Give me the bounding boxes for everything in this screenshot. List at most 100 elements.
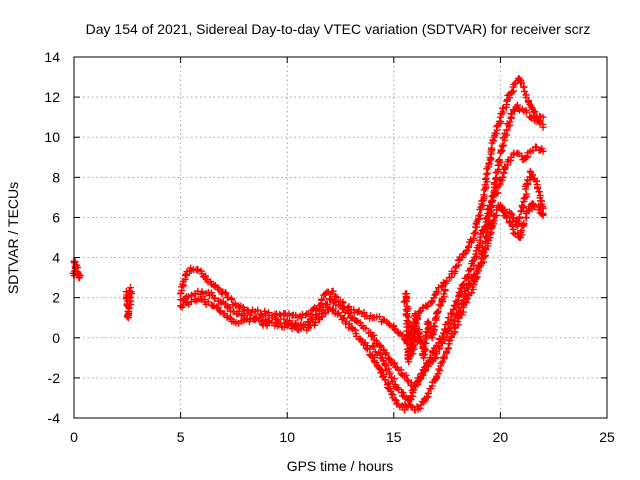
data-point-trail	[522, 190, 530, 198]
data-point-trail	[437, 283, 445, 291]
data-point-trail	[402, 372, 410, 380]
data-point	[454, 318, 462, 326]
data-point	[415, 308, 423, 316]
data-point-trail	[433, 308, 441, 316]
data-point-trail	[354, 308, 362, 316]
series-spikes-16h	[400, 286, 449, 366]
x-axis-title: GPS time / hours	[287, 458, 394, 474]
data-point-trail	[522, 108, 530, 116]
data-point-trail	[482, 246, 490, 254]
data-point-trail	[488, 197, 496, 205]
x-tick-label: 0	[70, 429, 78, 445]
data-point-trail	[460, 280, 468, 288]
x-tick-label: 25	[599, 429, 615, 445]
series-segment-2.5h	[122, 284, 136, 322]
data-point-trail	[440, 353, 448, 361]
data-point-trail	[525, 97, 533, 105]
data-point-trail	[308, 314, 316, 322]
data-point-trail	[489, 218, 497, 226]
data-point-trail	[447, 316, 455, 324]
x-tick-label: 15	[386, 429, 402, 445]
data-point-trail	[468, 289, 476, 297]
data-point-trail	[379, 357, 387, 365]
data-point	[484, 169, 492, 177]
data-point-trail	[535, 206, 543, 214]
data-point-trail	[329, 305, 337, 313]
data-point-trail	[462, 295, 470, 303]
data-point-trail	[454, 256, 462, 264]
data-point-trail	[422, 363, 430, 371]
data-point-trail	[391, 396, 399, 404]
data-point-trail	[228, 296, 236, 304]
chart-title: Day 154 of 2021, Sidereal Day-to-day VTE…	[86, 21, 591, 37]
series-track-bottom	[368, 167, 547, 414]
data-point-trail	[497, 146, 505, 154]
data-point	[458, 254, 466, 262]
data-point-trail	[382, 349, 390, 357]
data-point	[516, 75, 524, 83]
data-point-trail	[390, 375, 398, 383]
data-point-trail	[201, 295, 209, 303]
data-point-trail	[448, 310, 456, 318]
data-point	[449, 306, 457, 314]
y-axis-title: SDTVAR / TECUs	[5, 182, 21, 294]
data-point-trail	[434, 307, 442, 315]
data-point-trail	[486, 154, 494, 162]
data-point-trail	[515, 213, 523, 221]
data-point-trail	[188, 291, 196, 299]
data-point-trail	[520, 219, 528, 227]
data-point-trail	[431, 323, 439, 331]
data-point-trail	[235, 307, 243, 315]
data-point-trail	[320, 308, 328, 316]
data-point-trail	[370, 343, 378, 351]
data-point-trail	[381, 376, 389, 384]
data-point-trail	[427, 354, 435, 361]
y-tick-label: -2	[48, 370, 61, 386]
data-point-trail	[475, 212, 483, 220]
data-point-trail	[510, 80, 518, 88]
data-point	[420, 354, 428, 362]
y-tick-label: 14	[44, 49, 60, 65]
data-point-trail	[481, 252, 489, 260]
data-point-trail	[499, 207, 507, 215]
data-point	[437, 302, 445, 310]
data-point-trail	[411, 318, 419, 326]
data-point-trail	[463, 247, 471, 255]
data-point-trail	[333, 293, 341, 301]
data-point-trail	[424, 389, 432, 397]
data-point-trail	[494, 189, 502, 197]
data-point	[539, 113, 547, 121]
data-point-trail	[221, 289, 229, 297]
data-point-trail	[431, 355, 439, 363]
data-point-trail	[239, 317, 247, 325]
data-point-trail	[387, 374, 395, 382]
y-tick-label: 4	[52, 250, 60, 266]
data-point-trail	[402, 297, 410, 305]
data-point-trail	[225, 303, 233, 311]
x-tick-label: 10	[279, 429, 295, 445]
data-point-trail	[410, 386, 418, 394]
data-point-trail	[390, 359, 398, 367]
data-point-trail	[416, 404, 424, 412]
data-point-trail	[435, 339, 443, 347]
y-tick-label: 12	[44, 89, 60, 105]
data-point-trail	[517, 227, 525, 235]
data-point-trail	[481, 223, 489, 231]
data-point-trail	[482, 252, 490, 260]
data-point-trail	[447, 273, 455, 281]
data-point-trail	[417, 373, 425, 381]
data-point-trail	[423, 394, 431, 402]
data-point-trail	[495, 156, 503, 164]
x-tick-label: 5	[177, 429, 185, 445]
data-point-trail	[503, 126, 511, 134]
data-point-trail	[511, 107, 519, 115]
data-point	[388, 390, 396, 398]
data-point	[507, 209, 515, 217]
data-point-trail	[506, 118, 514, 126]
data-point-trail	[508, 222, 516, 230]
data-point	[539, 211, 547, 219]
data-point-trail	[470, 262, 478, 270]
data-point	[539, 147, 547, 155]
data-point-trail	[254, 306, 262, 314]
